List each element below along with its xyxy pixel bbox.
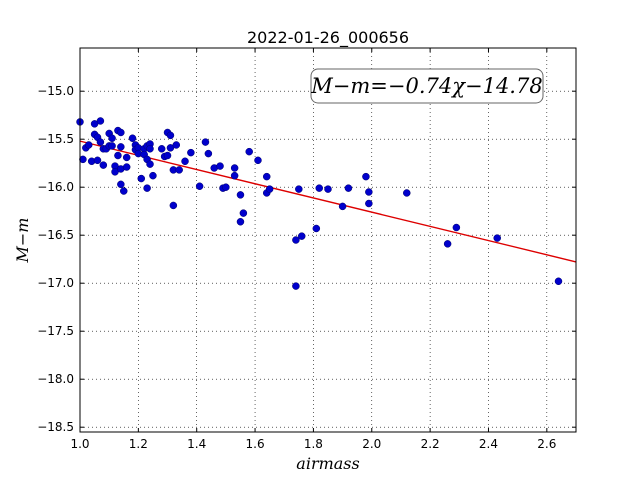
data-point: [452, 223, 461, 232]
data-point: [96, 117, 105, 125]
x-tick-label: 1.8: [304, 437, 323, 451]
data-point: [236, 218, 245, 226]
data-point: [181, 157, 189, 166]
x-tick-label: 1.6: [246, 437, 265, 451]
fit-line-group: [79, 140, 577, 263]
data-point: [204, 149, 213, 158]
chart-title: 2022-01-26_000656: [247, 28, 409, 48]
y-tick-label: −15.0: [37, 84, 74, 98]
y-tick-label: −16.5: [37, 228, 74, 242]
data-point: [254, 156, 262, 165]
data-point: [245, 147, 253, 156]
data-point: [96, 138, 105, 146]
data-point: [108, 142, 116, 150]
data-point: [175, 166, 183, 174]
data-point: [146, 160, 154, 168]
data-point: [222, 183, 230, 191]
data-point: [344, 184, 353, 192]
x-tick-label: 2.2: [421, 437, 440, 451]
y-tick-label: −18.5: [37, 420, 74, 434]
x-tick-label: 2.0: [362, 437, 381, 451]
data-point: [79, 155, 87, 164]
data-point: [201, 138, 210, 146]
x-tick-label: 2.6: [537, 437, 556, 451]
x-tick-label: 1.4: [187, 437, 206, 451]
data-point: [99, 161, 108, 169]
data-point: [554, 277, 563, 286]
data-point: [362, 172, 370, 181]
data-point: [297, 232, 306, 240]
data-point: [143, 184, 151, 192]
annotation-box: M−m=−0.74χ−14.78: [310, 68, 544, 104]
data-point: [265, 185, 274, 193]
data-point: [117, 128, 125, 137]
data-point: [169, 201, 178, 210]
data-point: [443, 240, 452, 248]
data-point: [365, 188, 373, 196]
y-tick-label: −18.0: [37, 372, 74, 386]
x-axis-label: airmass: [296, 454, 359, 473]
y-axis-label: M−m: [13, 218, 32, 264]
data-point: [230, 171, 239, 180]
data-point: [338, 202, 347, 211]
plot-frame: [79, 47, 577, 433]
data-point: [315, 184, 323, 192]
data-point: [172, 141, 181, 149]
data-point: [324, 185, 332, 193]
data-point: [295, 185, 303, 193]
data-point: [117, 180, 125, 189]
data-point: [117, 143, 125, 151]
data-point: [108, 134, 116, 142]
axis-ticks: 1.0 1.2 1.4 1.6 1.8 2.0 2.2 2.4 2.6 −15.0 −15.5 −16…: [37, 48, 576, 451]
y-tick-label: −17.0: [37, 276, 74, 290]
data-point: [187, 148, 195, 157]
data-point: [239, 209, 248, 217]
data-point: [403, 189, 411, 197]
fit-line: [79, 140, 577, 263]
data-point: [93, 156, 102, 165]
data-point: [166, 131, 175, 140]
x-tick-label: 2.4: [479, 437, 498, 451]
data-point: [114, 151, 122, 160]
data-point: [122, 153, 131, 162]
data-point: [163, 151, 172, 160]
data-point: [122, 163, 131, 171]
data-points: [76, 117, 563, 290]
y-tick-label: −16.0: [37, 180, 74, 194]
data-point: [85, 141, 93, 149]
fit-equation: M−m=−0.74χ−14.78: [310, 74, 542, 98]
data-point: [137, 174, 146, 183]
y-tick-label: −17.5: [37, 324, 74, 338]
data-point: [262, 172, 271, 181]
grid-lines: [80, 48, 576, 432]
data-point: [157, 145, 166, 153]
data-point: [365, 199, 373, 208]
y-tick-label: −15.5: [37, 132, 74, 146]
data-point: [230, 164, 239, 172]
data-point: [149, 171, 157, 180]
data-point: [128, 134, 137, 142]
data-point: [146, 145, 154, 153]
x-tick-label: 1.2: [129, 437, 148, 451]
x-tick-label: 1.0: [70, 437, 89, 451]
data-point: [312, 224, 321, 233]
data-point: [236, 191, 245, 199]
data-point: [292, 236, 300, 244]
data-point: [292, 282, 300, 290]
data-point: [493, 234, 501, 242]
data-point: [195, 182, 204, 190]
data-point: [120, 187, 128, 195]
data-point: [216, 162, 224, 170]
